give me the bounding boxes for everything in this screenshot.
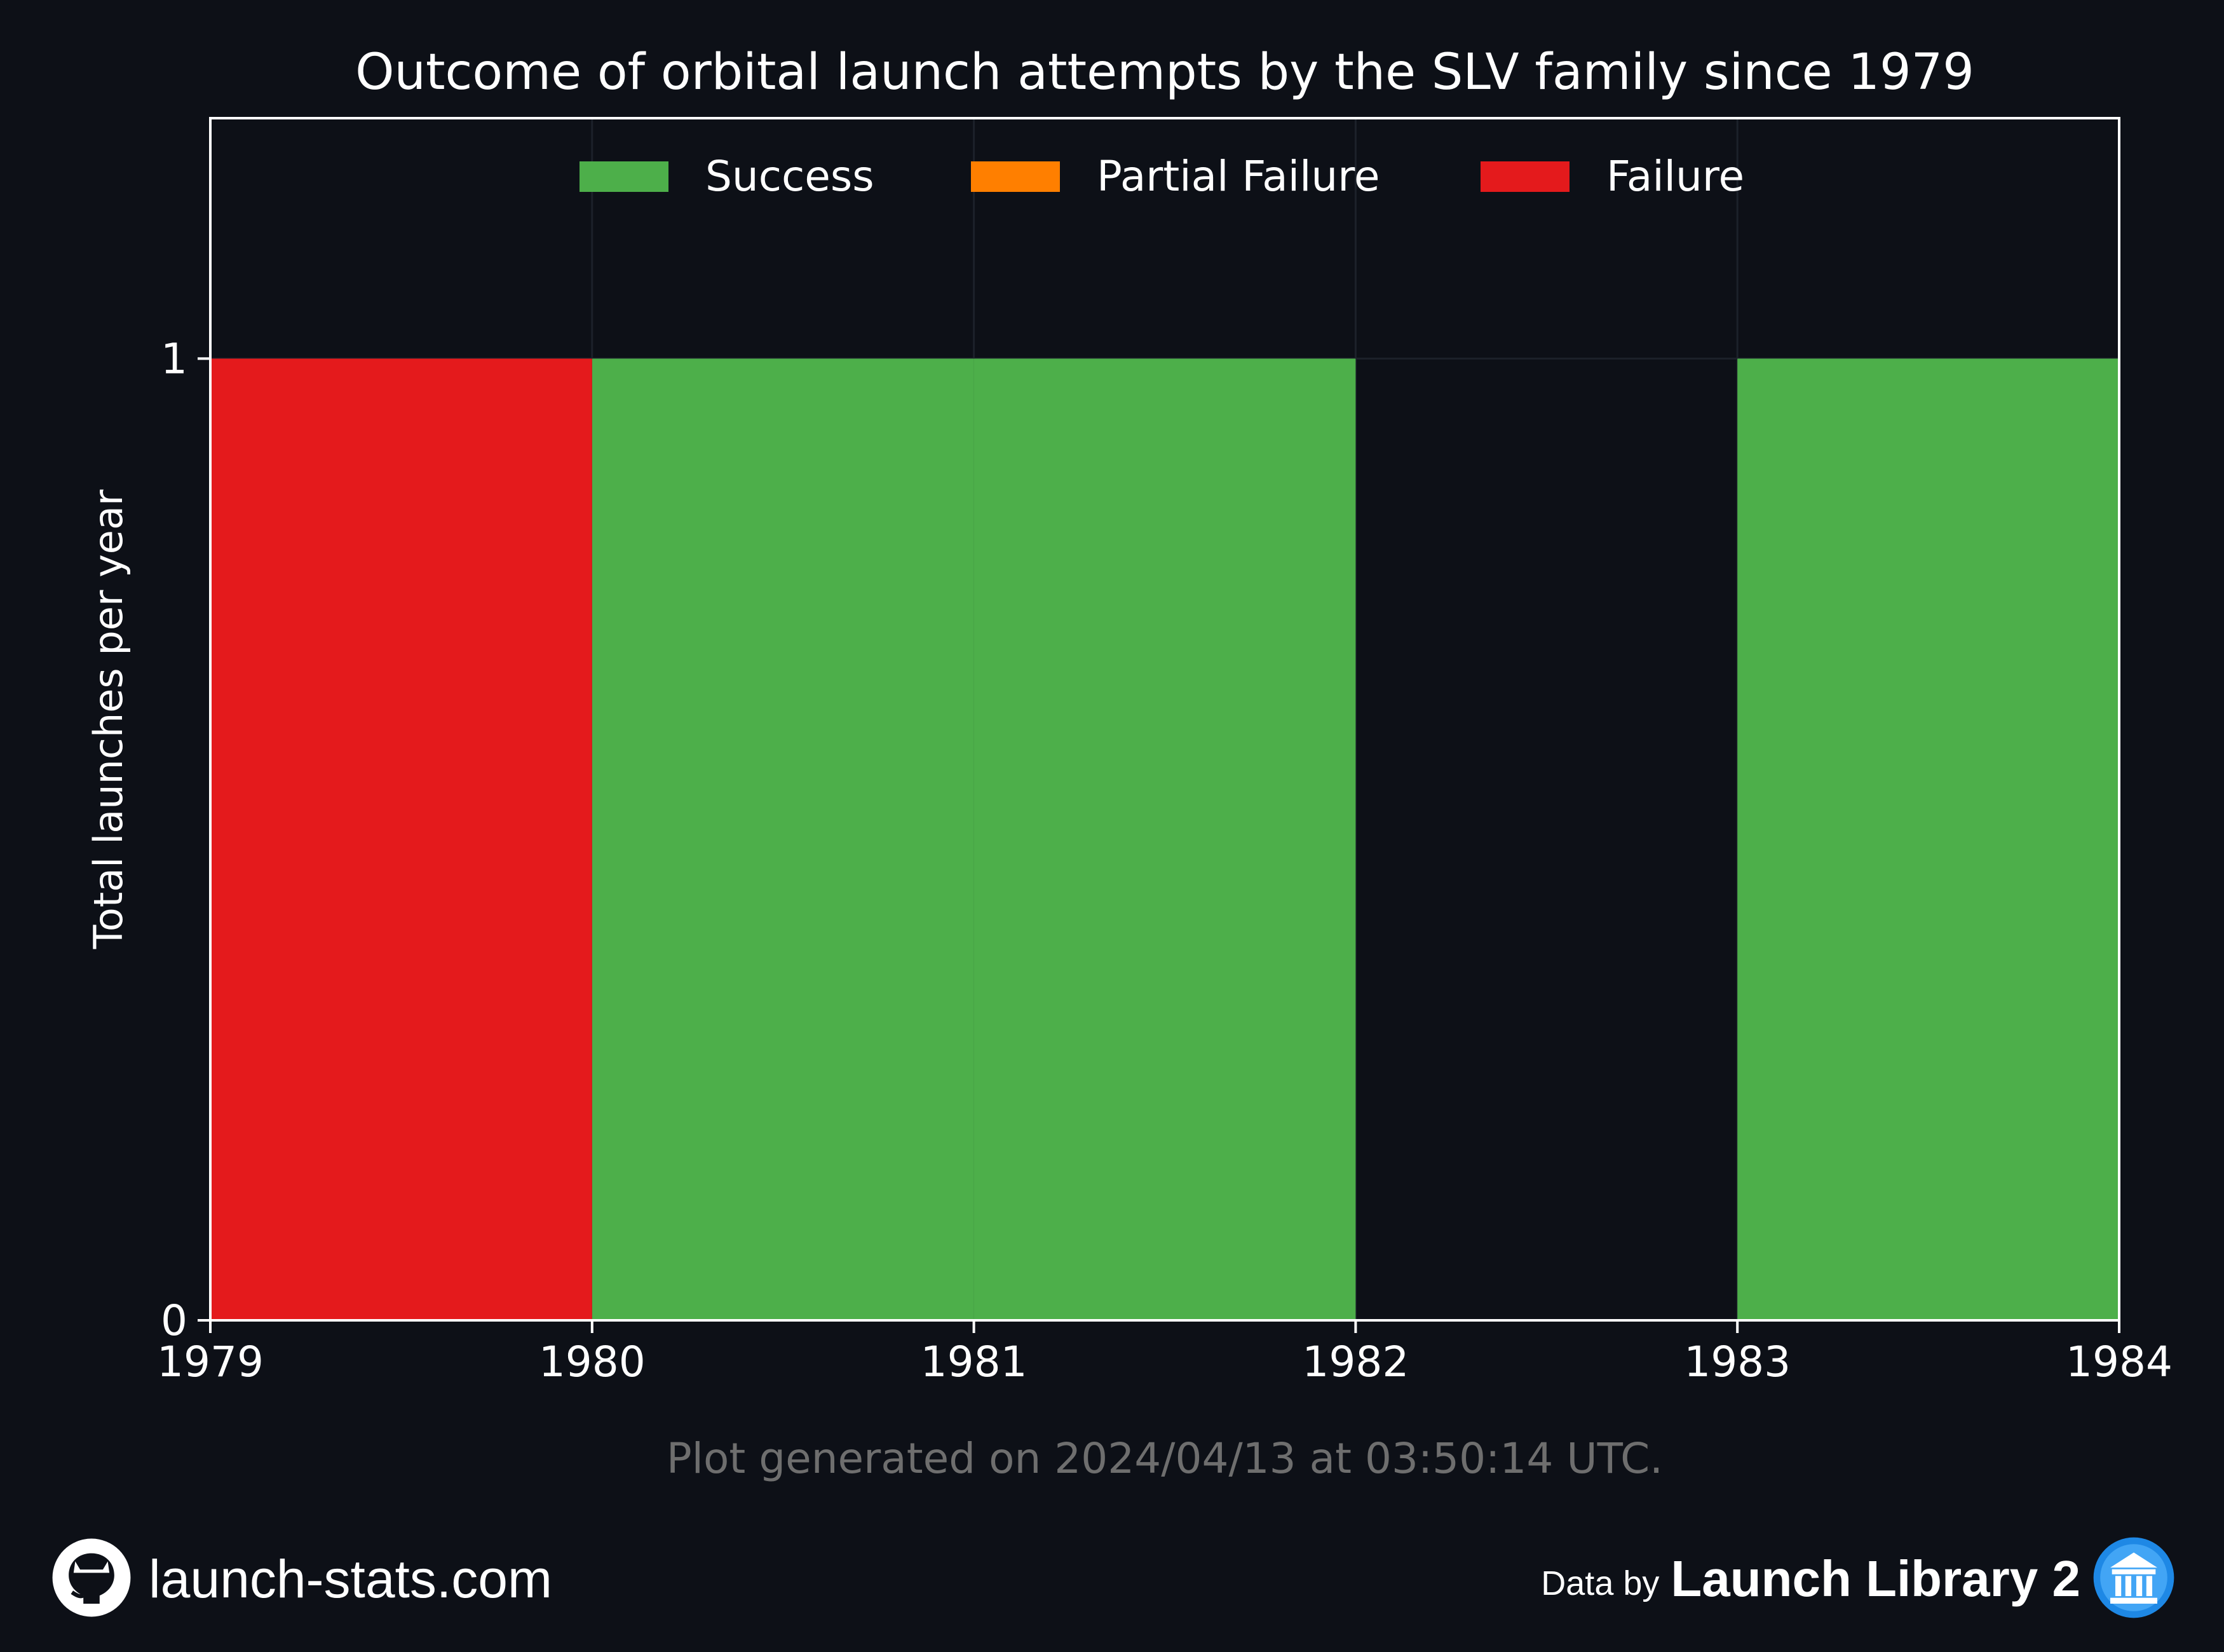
footer-site: launch-stats.com [51,1538,552,1620]
bar-success-1981 [973,358,1356,1320]
y-tick-label-0: 0 [161,1296,187,1345]
y-axis: 01 [161,334,210,1345]
github-icon [51,1537,132,1621]
brand-name[interactable]: Launch Library 2 [1671,1550,2080,1607]
data-by-label: Data by [1541,1564,1660,1602]
x-tick-label-4: 1983 [1684,1337,1791,1386]
y-axis-label: Total launches per year [85,489,132,949]
bars [210,358,2119,1320]
x-tick-label-0: 1979 [157,1337,264,1386]
legend-swatch-2 [1481,161,1570,192]
legend-swatch-1 [971,161,1060,192]
chart-title: Outcome of orbital launch attempts by th… [355,44,1974,101]
legend-label-0: Success [705,152,874,201]
legend-swatch-0 [580,161,668,192]
generated-note: Plot generated on 2024/04/13 at 03:50:14… [667,1434,1663,1483]
x-tick-label-3: 1982 [1302,1337,1409,1386]
plot-frame [209,117,2120,1322]
bar-failure-1979 [210,358,592,1320]
legend: Success Partial Failure Failure [580,152,1744,201]
footer-attribution: Data by Launch Library 2 [1541,1536,2176,1622]
legend-label-2: Failure [1606,152,1744,201]
launch-library-logo-icon [2092,1536,2176,1622]
x-tick-label-5: 1984 [2066,1337,2173,1386]
site-link[interactable]: launch-stats.com [149,1548,552,1609]
bar-success-1983 [1737,358,2119,1320]
bar-success-1980 [592,358,974,1320]
x-axis: 1979 1980 1981 1982 1983 1984 [157,1320,2173,1386]
y-tick-label-1: 1 [161,334,187,383]
x-tick-label-1: 1980 [539,1337,646,1386]
x-tick-label-2: 1981 [921,1337,1027,1386]
legend-label-1: Partial Failure [1097,152,1380,201]
